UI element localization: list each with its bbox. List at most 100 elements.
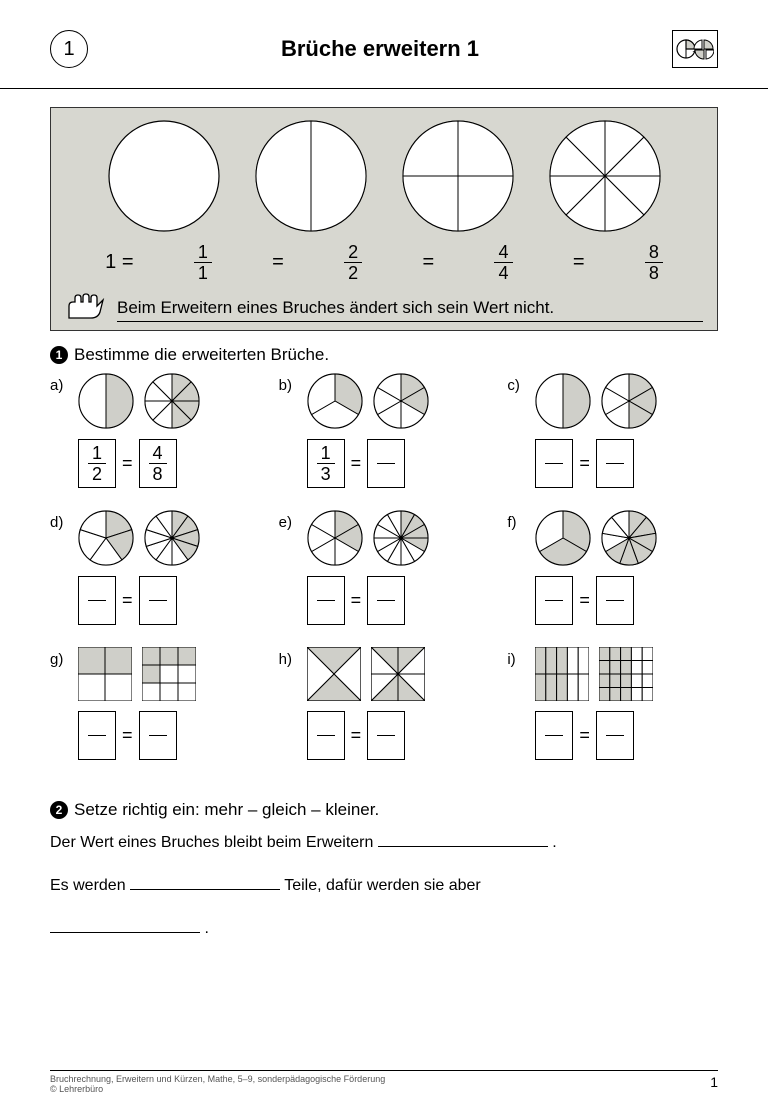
answer-right[interactable] xyxy=(367,576,405,625)
task1-heading: 1 Bestimme die erweiterten Brüche. xyxy=(50,345,718,365)
task2-line1a: Der Wert eines Bruches bleibt beim Erwei… xyxy=(50,834,378,851)
equation-eq: = xyxy=(422,251,434,274)
fraction-shape xyxy=(601,373,657,433)
answer-left[interactable] xyxy=(78,576,116,625)
answer-right[interactable] xyxy=(139,711,177,760)
fraction-shape xyxy=(373,373,429,433)
page-title: Brüche erweitern 1 xyxy=(88,36,672,62)
blank-1[interactable] xyxy=(378,830,548,847)
exercise-cell: c) = xyxy=(507,373,718,488)
info-circle xyxy=(255,120,367,237)
blank-2[interactable] xyxy=(130,873,280,890)
answer-right[interactable] xyxy=(367,439,405,488)
fraction-shape xyxy=(78,373,134,433)
task2-line2a: Es werden xyxy=(50,877,130,894)
answer-left[interactable] xyxy=(307,576,345,625)
fraction-shape xyxy=(535,647,589,705)
answer-eq: = xyxy=(122,725,133,746)
answer-left[interactable]: 13 xyxy=(307,439,345,488)
item-label: e) xyxy=(279,510,297,531)
exercise-cell: e) = xyxy=(279,510,490,625)
fraction-shape xyxy=(307,373,363,433)
fraction-icon: = xyxy=(672,30,718,68)
fraction-shape xyxy=(371,647,425,705)
task2-body: Der Wert eines Bruches bleibt beim Erwei… xyxy=(50,830,718,941)
answer-left[interactable]: 12 xyxy=(78,439,116,488)
answer-eq: = xyxy=(579,725,590,746)
answer-eq: = xyxy=(122,453,133,474)
fraction-shape xyxy=(373,510,429,570)
answer-right[interactable]: 48 xyxy=(139,439,177,488)
worksheet-header: 1 Brüche erweitern 1 = xyxy=(50,30,718,68)
exercise-cell: a) 12 = 48 xyxy=(50,373,261,488)
item-label: d) xyxy=(50,510,68,531)
task2-bullet: 2 xyxy=(50,801,68,819)
divider xyxy=(0,88,768,89)
equation-frac: 88 xyxy=(645,243,663,282)
fraction-shape xyxy=(144,373,200,433)
answer-left[interactable] xyxy=(535,711,573,760)
exercise-cell: f) = xyxy=(507,510,718,625)
info-circle xyxy=(402,120,514,237)
item-label: i) xyxy=(507,647,525,668)
answer-right[interactable] xyxy=(367,711,405,760)
fraction-shape xyxy=(601,510,657,570)
equation-frac: 22 xyxy=(344,243,362,282)
equation-lead: 1 = xyxy=(105,251,133,274)
answer-right[interactable] xyxy=(596,711,634,760)
footer: Bruchrechnung, Erweitern und Kürzen, Mat… xyxy=(50,1070,718,1094)
fraction-shape xyxy=(78,510,134,570)
equation-eq: = xyxy=(272,251,284,274)
footer-line1: Bruchrechnung, Erweitern und Kürzen, Mat… xyxy=(50,1074,385,1084)
fraction-shape xyxy=(535,373,591,433)
item-label: h) xyxy=(279,647,297,668)
answer-right[interactable] xyxy=(596,576,634,625)
answer-eq: = xyxy=(122,590,133,611)
hand-icon xyxy=(65,288,107,322)
fraction-shape xyxy=(599,647,653,705)
blank-3[interactable] xyxy=(50,916,200,933)
info-box: 1 =11=22=44=88 Beim Erweitern eines Bruc… xyxy=(50,107,718,331)
info-equation-row: 1 =11=22=44=88 xyxy=(65,243,703,282)
answer-eq: = xyxy=(351,453,362,474)
info-circles-row xyxy=(65,120,703,237)
equation-eq: = xyxy=(573,251,585,274)
task2-line1b: . xyxy=(552,834,556,851)
task1-text: Bestimme die erweiterten Brüche. xyxy=(74,345,329,365)
item-label: g) xyxy=(50,647,68,668)
answer-left[interactable] xyxy=(307,711,345,760)
exercise-grid: a) 12 = 48 b) 13 = c) = d) xyxy=(50,373,718,760)
answer-left[interactable] xyxy=(78,711,116,760)
info-circle xyxy=(108,120,220,237)
answer-eq: = xyxy=(351,590,362,611)
task2-text: Setze richtig ein: mehr – gleich – klein… xyxy=(74,800,379,820)
info-text: Beim Erweitern eines Bruches ändert sich… xyxy=(117,298,703,322)
exercise-cell: d) = xyxy=(50,510,261,625)
page-number-badge: 1 xyxy=(50,30,88,68)
exercise-cell: h) = xyxy=(279,647,490,760)
answer-left[interactable] xyxy=(535,439,573,488)
task2-line2b: Teile, dafür werden sie aber xyxy=(284,877,481,894)
item-label: f) xyxy=(507,510,525,531)
fraction-shape xyxy=(78,647,132,705)
answer-eq: = xyxy=(579,590,590,611)
exercise-cell: i) = xyxy=(507,647,718,760)
task1-bullet: 1 xyxy=(50,346,68,364)
answer-eq: = xyxy=(351,725,362,746)
fraction-shape xyxy=(142,647,196,705)
exercise-cell: g) = xyxy=(50,647,261,760)
answer-right[interactable] xyxy=(139,576,177,625)
equation-frac: 11 xyxy=(194,243,212,282)
answer-left[interactable] xyxy=(535,576,573,625)
answer-right[interactable] xyxy=(596,439,634,488)
fraction-shape xyxy=(307,647,361,705)
item-label: a) xyxy=(50,373,68,394)
footer-page-number: 1 xyxy=(710,1074,718,1094)
task2-heading: 2 Setze richtig ein: mehr – gleich – kle… xyxy=(50,800,718,820)
answer-eq: = xyxy=(579,453,590,474)
task2-line3a: . xyxy=(204,920,208,937)
info-circle xyxy=(549,120,661,237)
item-label: b) xyxy=(279,373,297,394)
fraction-shape xyxy=(535,510,591,570)
footer-line2: © Lehrerbüro xyxy=(50,1084,385,1094)
